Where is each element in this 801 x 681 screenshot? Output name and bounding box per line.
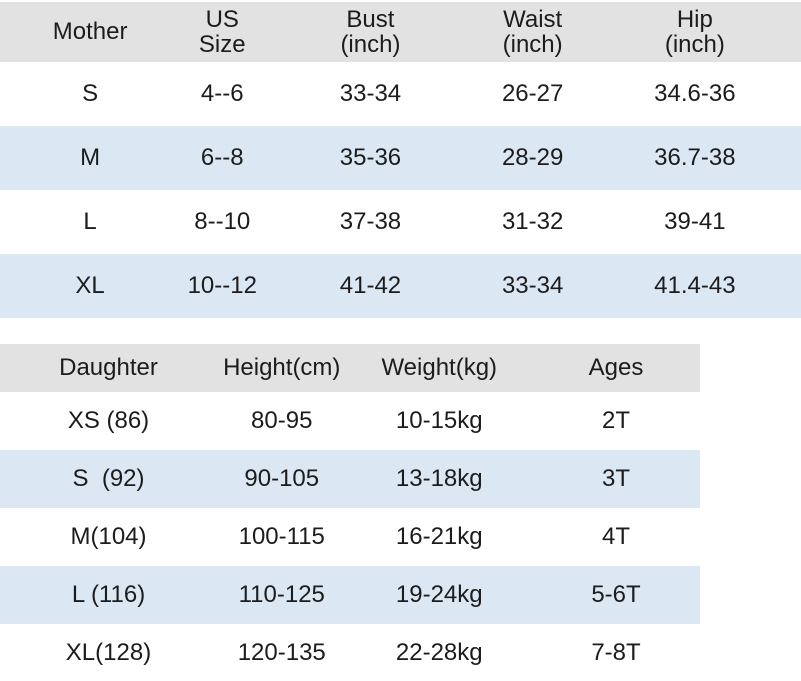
hip-value: 39-41 [588, 190, 801, 254]
us-size-value: 6--8 [180, 126, 265, 190]
column-header-waist: Waist (inch) [476, 2, 589, 62]
size-label: L [0, 190, 181, 254]
weight-value: 10-15kg [346, 392, 532, 450]
table-row-s: S 4--6 33-34 26-27 34.6-36 [0, 62, 801, 126]
weight-value: 16-21kg [346, 508, 532, 566]
table-row-s-92: S (92) 90-105 13-18kg 3T [0, 450, 700, 508]
hip-value: 36.7-38 [588, 126, 801, 190]
ages-value: 4T [532, 508, 700, 566]
bust-value: 37-38 [264, 190, 477, 254]
daughter-header-row: Daughter Height(cm) Weight(kg) Ages [0, 344, 700, 392]
ages-value: 7-8T [532, 624, 700, 681]
ages-value: 3T [532, 450, 700, 508]
column-header-hip: Hip (inch) [588, 2, 801, 62]
hip-value: 41.4-43 [588, 254, 801, 318]
bust-value: 35-36 [264, 126, 477, 190]
waist-value: 31-32 [476, 190, 589, 254]
weight-value: 19-24kg [346, 566, 532, 624]
size-label: XS (86) [0, 392, 217, 450]
mother-size-table: Mother US Size Bust (inch) Waist (inch) … [0, 2, 801, 318]
waist-value: 28-29 [476, 126, 589, 190]
height-value: 120-135 [217, 624, 347, 681]
column-header-bust: Bust (inch) [264, 2, 477, 62]
size-label: S [0, 62, 181, 126]
size-label: M(104) [0, 508, 217, 566]
column-header-daughter: Daughter [0, 344, 217, 392]
size-label: XL [0, 254, 181, 318]
hip-value: 34.6-36 [588, 62, 801, 126]
table-row-xl-128: XL(128) 120-135 22-28kg 7-8T [0, 624, 700, 681]
column-header-us-size: US Size [180, 2, 265, 62]
size-label: XL(128) [0, 624, 217, 681]
us-size-value: 8--10 [180, 190, 265, 254]
bust-value: 41-42 [264, 254, 477, 318]
table-row-m-104: M(104) 100-115 16-21kg 4T [0, 508, 700, 566]
height-value: 100-115 [217, 508, 347, 566]
height-value: 80-95 [217, 392, 347, 450]
table-row-l: L 8--10 37-38 31-32 39-41 [0, 190, 801, 254]
size-label: L (116) [0, 566, 217, 624]
weight-value: 13-18kg [346, 450, 532, 508]
column-header-weight: Weight(kg) [346, 344, 532, 392]
height-value: 110-125 [217, 566, 347, 624]
height-value: 90-105 [217, 450, 347, 508]
ages-value: 2T [532, 392, 700, 450]
column-header-ages: Ages [532, 344, 700, 392]
size-label: S (92) [0, 450, 217, 508]
waist-value: 33-34 [476, 254, 589, 318]
column-header-mother: Mother [0, 2, 181, 62]
weight-value: 22-28kg [346, 624, 532, 681]
table-row-xl: XL 10--12 41-42 33-34 41.4-43 [0, 254, 801, 318]
mother-header-row: Mother US Size Bust (inch) Waist (inch) … [0, 2, 801, 62]
column-header-height: Height(cm) [217, 344, 347, 392]
bust-value: 33-34 [264, 62, 477, 126]
us-size-value: 4--6 [180, 62, 265, 126]
table-row-m: M 6--8 35-36 28-29 36.7-38 [0, 126, 801, 190]
table-row-xs-86: XS (86) 80-95 10-15kg 2T [0, 392, 700, 450]
waist-value: 26-27 [476, 62, 589, 126]
us-size-value: 10--12 [180, 254, 265, 318]
daughter-size-table: Daughter Height(cm) Weight(kg) Ages XS (… [0, 344, 700, 681]
size-label: M [0, 126, 181, 190]
table-row-l-116: L (116) 110-125 19-24kg 5-6T [0, 566, 700, 624]
ages-value: 5-6T [532, 566, 700, 624]
